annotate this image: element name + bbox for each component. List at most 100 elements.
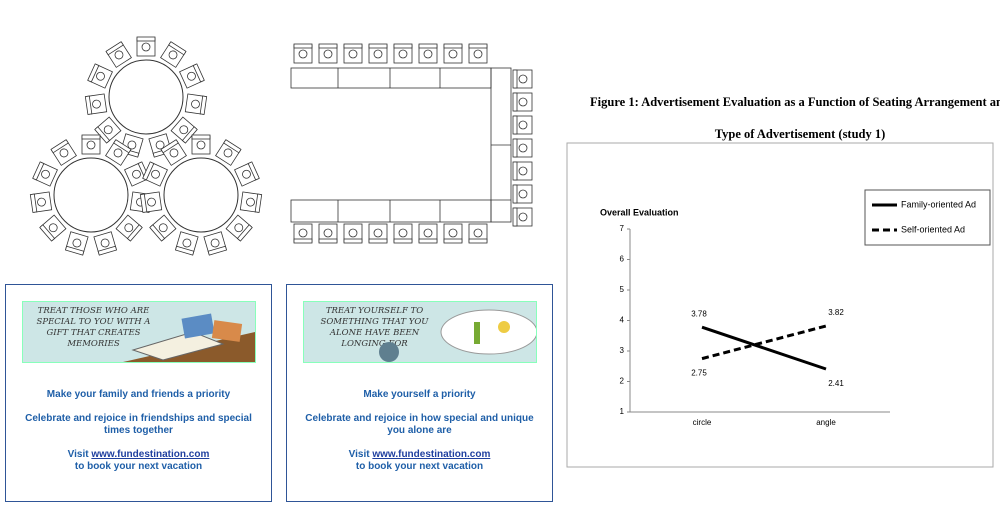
chair bbox=[393, 43, 413, 64]
chair-person bbox=[147, 197, 156, 207]
chair-person bbox=[242, 169, 251, 179]
chair-person bbox=[223, 148, 233, 158]
chair-back bbox=[418, 43, 438, 49]
chair bbox=[512, 207, 533, 227]
chair-back bbox=[343, 43, 363, 49]
chair-back bbox=[87, 63, 100, 83]
visit-text: Visit bbox=[348, 449, 370, 460]
chair-person bbox=[423, 228, 433, 238]
chair bbox=[468, 223, 488, 244]
chair bbox=[115, 214, 143, 242]
chair-back bbox=[64, 245, 85, 256]
chair bbox=[293, 43, 313, 64]
chair-person bbox=[246, 197, 255, 207]
chair-back bbox=[512, 69, 518, 89]
chair-back bbox=[149, 224, 166, 242]
chair-back bbox=[32, 161, 45, 181]
chair-back bbox=[136, 36, 156, 42]
chair-back bbox=[512, 115, 518, 135]
chair-person bbox=[473, 49, 483, 59]
banner-text: TREAT THOSE WHO ARE SPECIAL TO YOU WITH … bbox=[36, 306, 151, 349]
chair-back bbox=[113, 139, 132, 154]
chair-back bbox=[94, 126, 111, 144]
ad-link[interactable]: www.fundestination.com bbox=[372, 449, 491, 460]
data-label: 3.78 bbox=[691, 309, 707, 318]
chair-person bbox=[398, 228, 408, 238]
chair-back bbox=[293, 43, 313, 49]
chair-person bbox=[473, 228, 483, 238]
chair-person bbox=[348, 228, 358, 238]
chair-back bbox=[468, 43, 488, 49]
chair-back bbox=[39, 224, 56, 242]
chair-person bbox=[323, 228, 333, 238]
y-tick-label: 2 bbox=[620, 377, 625, 386]
chair bbox=[318, 223, 338, 244]
chair-person bbox=[518, 120, 528, 130]
chair-person bbox=[298, 228, 308, 238]
chair bbox=[29, 191, 53, 213]
ad-body: Celebrate and rejoice in how special and… bbox=[305, 413, 534, 436]
chair-person bbox=[72, 238, 82, 248]
chair bbox=[443, 223, 463, 244]
banner-art bbox=[378, 309, 536, 362]
y-tick-label: 6 bbox=[620, 255, 625, 264]
chair-back bbox=[512, 207, 518, 227]
chair-person bbox=[124, 223, 134, 233]
chair-person bbox=[182, 238, 192, 248]
chair-back bbox=[512, 184, 518, 204]
chair bbox=[318, 43, 338, 64]
chair-back bbox=[512, 92, 518, 112]
chair-person bbox=[518, 143, 528, 153]
chair bbox=[512, 161, 533, 181]
chair-person bbox=[518, 166, 528, 176]
chair-back bbox=[191, 134, 211, 140]
chair-back bbox=[343, 238, 363, 244]
chair-back bbox=[142, 161, 155, 181]
table bbox=[290, 67, 492, 89]
chair bbox=[203, 231, 228, 256]
round-table bbox=[53, 157, 129, 233]
ad-link[interactable]: www.fundestination.com bbox=[91, 449, 210, 460]
chair bbox=[94, 116, 122, 144]
chair bbox=[225, 214, 253, 242]
chair-person bbox=[348, 49, 358, 59]
chair-back bbox=[368, 43, 388, 49]
data-label: 2.75 bbox=[691, 369, 707, 378]
chair-back bbox=[105, 41, 124, 56]
chair-person bbox=[41, 169, 50, 179]
chair bbox=[343, 43, 363, 64]
chair bbox=[418, 223, 438, 244]
chair-back bbox=[29, 193, 38, 213]
chair-back bbox=[368, 238, 388, 244]
ad-body: Celebrate and rejoice in friendships and… bbox=[25, 413, 252, 436]
chair-person bbox=[373, 228, 383, 238]
chair bbox=[93, 231, 118, 256]
ad-banner: TREAT YOURSELF TO SOMETHING THAT YOU ALO… bbox=[302, 301, 537, 363]
chair bbox=[368, 223, 388, 244]
chair bbox=[512, 69, 533, 89]
chair bbox=[142, 161, 168, 187]
chair bbox=[191, 134, 211, 155]
chair bbox=[184, 93, 208, 115]
chair-back bbox=[512, 161, 518, 181]
chair bbox=[293, 223, 313, 244]
chair-back bbox=[247, 161, 260, 181]
chair-back bbox=[160, 139, 179, 154]
banner-text: TREAT YOURSELF TO SOMETHING THAT YOU ALO… bbox=[320, 306, 429, 349]
chair bbox=[149, 214, 177, 242]
chair-back bbox=[318, 43, 338, 49]
chair bbox=[160, 139, 187, 166]
chair bbox=[215, 139, 242, 166]
chair-person bbox=[323, 49, 333, 59]
chair-back bbox=[84, 95, 93, 115]
chair-person bbox=[132, 169, 141, 179]
y-tick-label: 3 bbox=[620, 346, 625, 355]
chair-back bbox=[126, 224, 143, 242]
chair-person bbox=[151, 169, 160, 179]
series-line bbox=[701, 324, 827, 361]
chair-back bbox=[50, 139, 69, 154]
chair-person bbox=[518, 74, 528, 84]
chair bbox=[124, 161, 150, 187]
chair-back bbox=[139, 193, 148, 213]
chair-person bbox=[373, 49, 383, 59]
